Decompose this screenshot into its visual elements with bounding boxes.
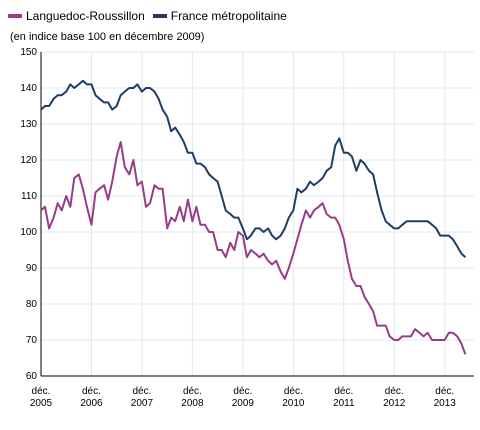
x-tick-label-year: 2007	[131, 398, 154, 409]
y-tick-label: 120	[20, 155, 37, 166]
x-tick-label-month: déc.	[32, 386, 51, 397]
y-tick-label: 90	[26, 263, 38, 274]
x-tick-label-month: déc.	[132, 386, 151, 397]
x-tick-label-year: 2012	[383, 398, 406, 409]
y-tick-label: 80	[26, 299, 38, 310]
chart-subtitle: (en indice base 100 en décembre 2009)	[10, 31, 205, 43]
x-tick-label-month: déc.	[183, 386, 202, 397]
legend-label-languedoc-roussillon: Languedoc-Roussillon	[26, 9, 145, 23]
x-tick-label-year: 2006	[80, 398, 103, 409]
x-tick-label-month: déc.	[435, 386, 454, 397]
x-tick-label-year: 2011	[333, 398, 355, 409]
legend-item-languedoc-roussillon: Languedoc-Roussillon	[8, 9, 145, 23]
x-tick-label-month: déc.	[284, 386, 303, 397]
series-line-languedoc-roussillon	[40, 141, 467, 355]
x-tick-label-year: 2013	[434, 398, 457, 409]
y-tick-label: 110	[21, 191, 37, 202]
x-tick-label-year: 2009	[232, 398, 255, 409]
x-tick-label-month: déc.	[233, 386, 252, 397]
x-tick-label-year: 2008	[181, 398, 204, 409]
legend-item-france-metropolitaine: France métropolitaine	[152, 9, 287, 23]
legend-swatch-france-metropolitaine	[152, 14, 167, 18]
y-tick-label: 150	[20, 47, 37, 58]
y-tick-label: 100	[20, 227, 37, 238]
x-tick-label-month: déc.	[385, 386, 404, 397]
x-tick-label-month: déc.	[334, 386, 353, 397]
x-tick-label-month: déc.	[82, 386, 101, 397]
legend: Languedoc-Roussillon France métropolitai…	[8, 9, 295, 23]
legend-label-france-metropolitaine: France métropolitaine	[170, 9, 287, 23]
series-line-france-metropolitaine	[40, 79, 467, 258]
y-tick-label: 140	[20, 83, 37, 94]
y-tick-label: 60	[26, 371, 38, 382]
y-tick-label: 70	[26, 335, 38, 346]
legend-swatch-languedoc-roussillon	[8, 14, 22, 18]
x-tick-label-year: 2005	[30, 398, 53, 409]
x-tick-label-year: 2010	[282, 398, 305, 409]
y-tick-label: 130	[20, 119, 37, 130]
